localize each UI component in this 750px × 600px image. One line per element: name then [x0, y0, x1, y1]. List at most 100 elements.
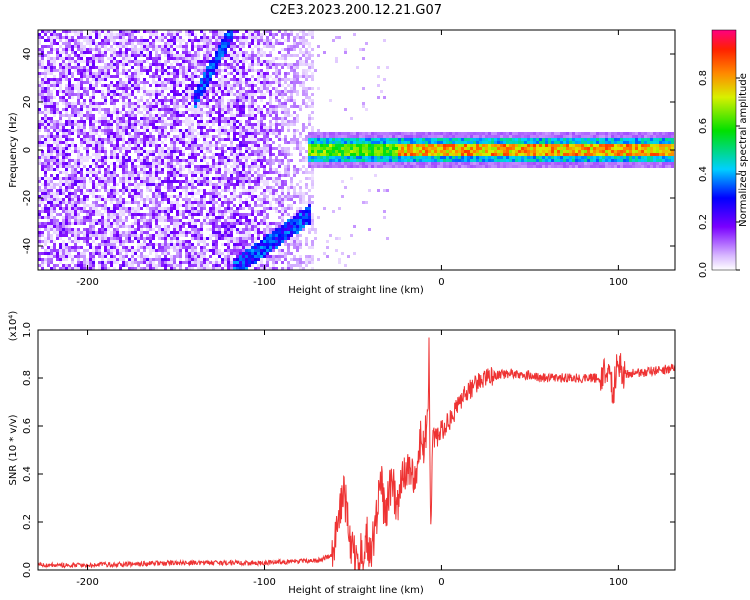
- spectrogram-cell: [131, 177, 134, 180]
- spectrogram-cell: [239, 252, 242, 255]
- spectrogram-cell: [245, 246, 248, 249]
- spectrogram-cell: [116, 240, 119, 243]
- spectrogram-cell: [74, 84, 77, 87]
- spectrogram-cell: [164, 249, 167, 252]
- spectrogram-cell: [248, 66, 251, 69]
- spectrogram-cell: [263, 126, 266, 129]
- spectrogram-cell: [134, 57, 137, 60]
- spectrogram-cell: [218, 180, 221, 183]
- spectrogram-cell: [107, 258, 110, 261]
- spectrogram-cell: [149, 222, 152, 225]
- spectrogram-cell: [77, 207, 80, 210]
- spectrogram-cell: [236, 195, 239, 198]
- spectrogram-cell: [155, 141, 158, 144]
- spectrogram-cell: [248, 222, 251, 225]
- spectrogram-cell: [233, 183, 236, 186]
- spectrogram-cell: [83, 135, 86, 138]
- spectrogram-cell: [47, 105, 50, 108]
- spectrogram-cell: [194, 81, 197, 84]
- spectrogram-cell: [146, 60, 149, 63]
- spectrogram-cell: [224, 237, 227, 240]
- spectrogram-cell: [95, 90, 98, 93]
- spectrogram-cell: [266, 60, 269, 63]
- spectrogram-cell: [200, 60, 203, 63]
- spectrogram-cell: [56, 120, 59, 123]
- spectrogram-cell: [224, 222, 227, 225]
- spectrogram-cell: [161, 90, 164, 93]
- spectrogram-cell: [116, 93, 119, 96]
- spectrogram-cell: [152, 243, 155, 246]
- spectrogram-cell: [65, 108, 68, 111]
- spectrogram-cell: [59, 84, 62, 87]
- spectrogram-cell: [266, 198, 269, 201]
- spectrogram-cell: [80, 126, 83, 129]
- spectrogram-cell: [233, 195, 236, 198]
- spectrogram-cell: [56, 93, 59, 96]
- spectrogram-cell: [260, 180, 263, 183]
- spectrogram-cell: [41, 96, 44, 99]
- spectrogram-cell: [266, 81, 269, 84]
- spectrogram-cell: [110, 156, 113, 159]
- spectrogram-cell: [74, 243, 77, 246]
- spectrogram-cell: [98, 102, 101, 105]
- spectrogram-cell: [113, 249, 116, 252]
- spectrogram-cell: [206, 156, 209, 159]
- spectrogram-cell: [59, 222, 62, 225]
- spectrogram-cell: [128, 126, 131, 129]
- spectrogram-cell: [62, 141, 65, 144]
- spectrogram-cell: [137, 153, 140, 156]
- spectrogram-cell: [41, 246, 44, 249]
- spectrogram-cell: [122, 81, 125, 84]
- spectrogram-cell: [278, 159, 281, 162]
- spectrogram-cell: [134, 228, 137, 231]
- spectrogram-cell: [83, 156, 86, 159]
- spectrogram-cell: [230, 180, 233, 183]
- spectrogram-cell: [143, 255, 146, 258]
- spectrogram-cell: [80, 51, 83, 54]
- spectrogram-cell: [92, 249, 95, 252]
- spectrogram-cell: [239, 105, 242, 108]
- spectrogram-cell: [245, 75, 248, 78]
- spectrogram-cell: [257, 54, 260, 57]
- spectrogram-cell: [59, 114, 62, 117]
- spectrogram-cell: [185, 48, 188, 51]
- spectrogram-cell: [56, 258, 59, 261]
- spectrogram-cell: [77, 120, 80, 123]
- spectrogram-cell: [233, 135, 236, 138]
- spectrogram-cell: [164, 177, 167, 180]
- spectrogram-cell: [74, 180, 77, 183]
- spectrogram-cell: [65, 93, 68, 96]
- spectrogram-cell: [107, 177, 110, 180]
- spectrogram-cell: [269, 231, 272, 234]
- spectrogram-cell: [203, 69, 206, 72]
- spectrogram-cell: [86, 258, 89, 261]
- spectrogram-cell: [89, 96, 92, 99]
- spectrogram-cell: [116, 120, 119, 123]
- spectrogram-cell: [143, 150, 146, 153]
- spectrogram-cell: [95, 243, 98, 246]
- spectrogram-cell: [194, 96, 197, 99]
- spectrogram-cell: [191, 48, 194, 51]
- spectrogram-cell: [185, 261, 188, 264]
- spectrogram-cell: [77, 255, 80, 258]
- spectrogram-cell: [134, 138, 137, 141]
- spectrogram-cell: [200, 198, 203, 201]
- spectrogram-cell: [170, 204, 173, 207]
- spectrogram-cell: [197, 63, 200, 66]
- spectrogram-cell: [59, 33, 62, 36]
- spectrogram-cell: [230, 102, 233, 105]
- spectrogram-cell: [212, 186, 215, 189]
- spectrogram-cell: [251, 39, 254, 42]
- spectrogram-cell: [77, 96, 80, 99]
- spectrogram-cell: [239, 141, 242, 144]
- spectrogram-cell: [158, 237, 161, 240]
- spectrogram-cell: [56, 138, 59, 141]
- spectrogram-cell: [278, 153, 281, 156]
- spectrogram-cell: [89, 189, 92, 192]
- spectrogram-cell: [140, 54, 143, 57]
- spectrogram-cell: [266, 243, 269, 246]
- spectrogram-cell: [110, 138, 113, 141]
- spectrogram-cell: [185, 174, 188, 177]
- spectrogram-cell: [224, 255, 227, 258]
- spectrogram-cell: [212, 42, 215, 45]
